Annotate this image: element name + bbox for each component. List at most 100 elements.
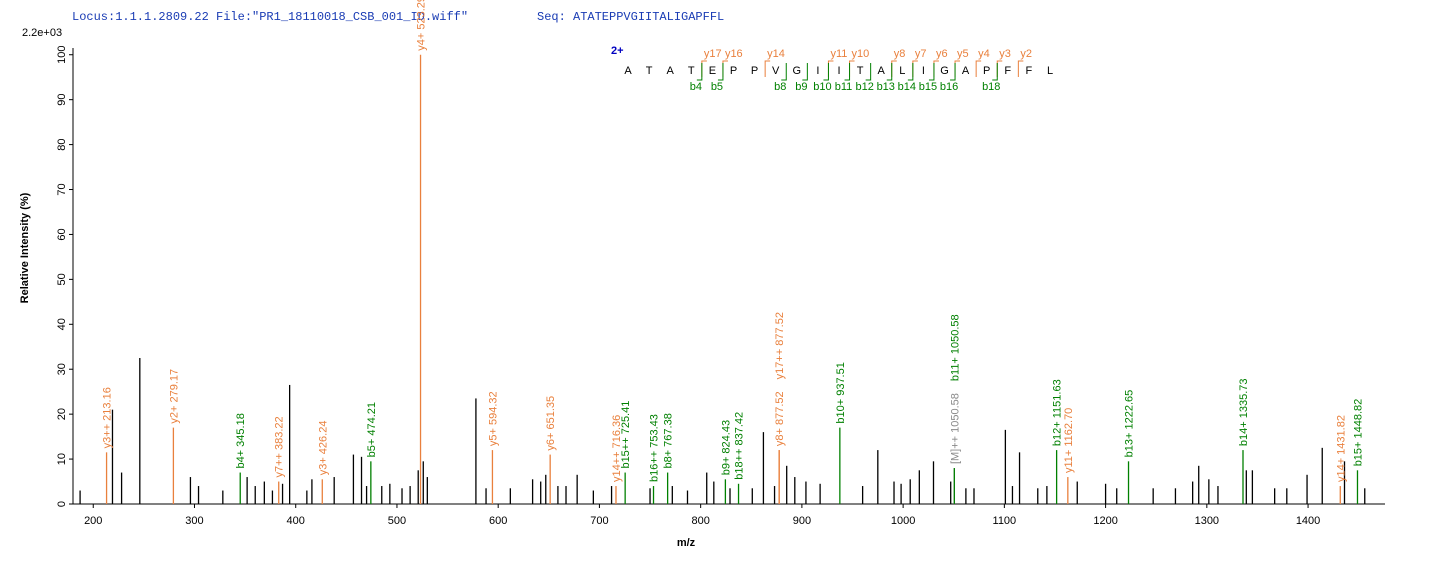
peak-label: b14+ 1335.73	[1238, 378, 1250, 446]
b-cleavage	[992, 63, 998, 81]
y-cleavage	[701, 60, 707, 77]
peak-label: b18++ 837.42	[734, 412, 746, 480]
b-ion-label: b9	[795, 81, 807, 93]
peak-label: y6+ 651.35	[545, 396, 557, 451]
x-tick-label: 1200	[1093, 515, 1117, 527]
residue: P	[730, 65, 737, 77]
b-cleavage	[950, 63, 956, 81]
x-tick-label: 1300	[1195, 515, 1219, 527]
peak-label: y7++ 383.22	[274, 416, 286, 477]
residue: A	[962, 65, 970, 77]
y-cleavage	[764, 60, 771, 77]
peak-label: b8+ 767.38	[663, 413, 675, 468]
b-ion-label: b11	[835, 81, 853, 93]
y-axis-label: Relative Intensity (%)	[19, 192, 31, 303]
peak-label: y14+ 1431.82	[1335, 415, 1347, 482]
y-ion-label: y8	[894, 48, 906, 60]
y-cleavage	[827, 60, 834, 77]
header-locus: Locus:1.1.1.2809.22 File:"PR1_18110018_C…	[72, 10, 468, 24]
b-ion-label: b15	[919, 81, 937, 93]
b-cleavage	[717, 63, 724, 81]
x-axis-label: m/z	[677, 537, 696, 549]
y-ion-label: y6	[936, 48, 948, 60]
residue: F	[1004, 65, 1011, 77]
y-tick-label: 10	[56, 453, 68, 465]
residue: G	[793, 65, 802, 77]
x-tick-label: 300	[185, 515, 203, 527]
y-tick-label: 80	[56, 138, 68, 150]
residue: A	[878, 65, 886, 77]
residue: T	[646, 65, 653, 77]
peak-label: b11+ 1050.58	[949, 314, 961, 381]
b-ion-label: b10	[813, 81, 831, 93]
peak-label: b10+ 937.51	[835, 362, 847, 423]
peak-label: b15+ 1448.82	[1352, 399, 1364, 467]
x-tick-label: 1000	[891, 515, 915, 527]
peak-label: y11+ 1162.70	[1063, 408, 1075, 473]
peak-label: b4+ 345.18	[235, 413, 247, 468]
y-tick-label: 30	[56, 363, 68, 375]
y-cleavage	[954, 60, 961, 77]
y-tick-label: 0	[56, 501, 68, 507]
y-cleavage	[912, 60, 918, 77]
peak-label: y4+ 523.29	[416, 0, 428, 51]
y-cleavage	[996, 60, 1003, 77]
x-tick-label: 200	[84, 515, 102, 527]
residue: G	[940, 65, 949, 77]
x-tick-label: 400	[287, 515, 305, 527]
x-tick-label: 500	[388, 515, 406, 527]
peak-label: y8+ 877.52	[774, 391, 786, 446]
residue: T	[857, 65, 864, 77]
peak-label: b12+ 1151.63	[1052, 379, 1064, 446]
y-cleavage	[891, 60, 897, 77]
residue: P	[983, 65, 990, 77]
residue: I	[837, 65, 840, 77]
peak-label: y5+ 594.32	[487, 391, 499, 446]
x-tick-label: 800	[691, 515, 709, 527]
peak-label: b5+ 474.21	[366, 402, 378, 457]
x-tick-label: 900	[793, 515, 811, 527]
b-ion-label: b18	[982, 81, 1000, 93]
y-tick-label: 50	[56, 273, 68, 285]
residue: I	[922, 65, 925, 77]
peak-label: y3++ 213.16	[102, 387, 114, 448]
b-cleavage	[886, 63, 893, 81]
peak-label: b9+ 824.43	[720, 420, 732, 475]
b-cleavage	[907, 63, 914, 81]
peak-label: b13+ 1222.65	[1124, 390, 1136, 458]
y-tick-label: 70	[56, 183, 68, 195]
y-ion-label: y5	[957, 48, 969, 60]
b-ion-label: b16	[940, 81, 958, 93]
residue: L	[1047, 65, 1053, 77]
y-tick-label: 40	[56, 318, 68, 330]
header-seq: Seq: ATATEPPVGIITALIGAPFFL	[537, 10, 724, 24]
b-cleavage	[823, 63, 829, 81]
residue: A	[624, 65, 632, 77]
x-tick-label: 1100	[993, 515, 1017, 527]
y-cleavage	[722, 60, 728, 77]
y-ion-label: y7	[915, 48, 927, 60]
y-tick-label: 90	[56, 94, 68, 106]
residue: I	[816, 65, 819, 77]
y-ion-label: y3	[999, 48, 1011, 60]
b-ion-label: b14	[898, 81, 916, 93]
residue: T	[688, 65, 695, 77]
b-ion-label: b13	[877, 81, 895, 93]
y-tick-label: 20	[56, 408, 68, 420]
y-cleavage	[933, 60, 939, 77]
b-cleavage	[781, 63, 787, 81]
peak-label: b15++ 725.41	[620, 401, 632, 469]
y-ion-label: y14	[767, 48, 785, 60]
residue: P	[751, 65, 758, 77]
residue: E	[709, 65, 716, 77]
residue: F	[1026, 65, 1033, 77]
peak-label: y2+ 279.17	[168, 369, 180, 424]
y-ion-label: y2	[1020, 48, 1032, 60]
x-tick-label: 600	[489, 515, 507, 527]
residue: A	[667, 65, 675, 77]
b-ion-label: b5	[711, 81, 723, 93]
y-cleavage	[1017, 60, 1024, 77]
peak-label: y3+ 426.24	[317, 421, 329, 476]
y-ion-label: y17	[704, 48, 722, 60]
